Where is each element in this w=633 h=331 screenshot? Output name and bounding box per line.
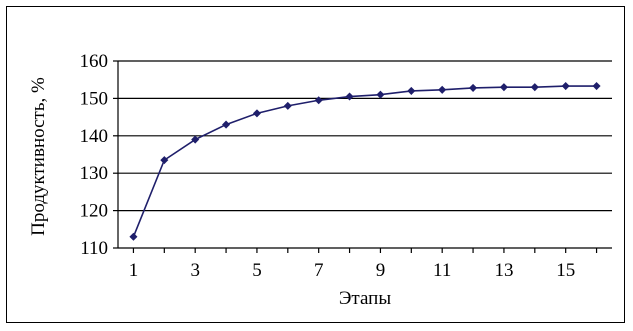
series-line [132,85,597,238]
y-tick-label: 160 [80,51,109,72]
x-tick-label: 15 [556,260,575,281]
data-point [191,135,200,144]
data-point [407,86,416,95]
x-tick-label: 13 [494,260,513,281]
axes [113,60,612,253]
data-point [438,85,447,94]
data-point [561,82,570,91]
x-tick-label: 1 [129,260,139,281]
y-tick-label: 140 [80,126,109,147]
gridlines [118,60,612,212]
x-tick-labels: 1 3 5 7 9 11 13 15 [129,260,576,281]
y-tick-label: 110 [80,238,108,259]
data-point [222,120,231,129]
x-tick-label: 3 [190,260,200,281]
chart-frame [6,6,625,323]
y-tick-labels: 110 120 130 140 150 160 [80,51,109,259]
data-point [530,83,539,92]
data-point [469,83,478,92]
data-point [592,82,601,91]
data-point [283,101,292,110]
series [129,82,601,241]
x-tick-label: 9 [376,260,386,281]
y-tick-label: 130 [80,163,109,184]
data-point [314,96,323,105]
y-tick-label: 150 [80,88,109,109]
data-point [376,90,385,99]
data-point [129,232,138,241]
x-tick-label: 7 [314,260,324,281]
y-axis-label: Продуктивность, % [28,77,49,236]
x-axis-label: Этапы [339,288,391,309]
data-point [252,109,261,118]
x-tick-label: 11 [433,260,451,281]
y-tick-label: 120 [80,201,109,222]
x-tick-label: 5 [252,260,262,281]
data-point [499,83,508,92]
data-point [160,156,169,165]
data-point [345,92,354,101]
